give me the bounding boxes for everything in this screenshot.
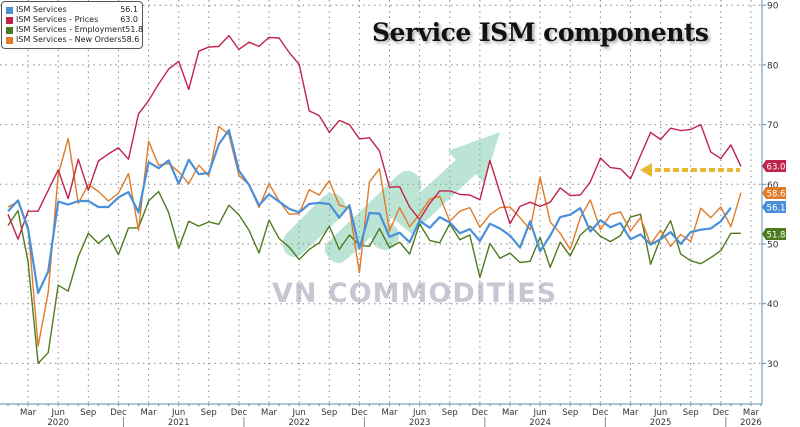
svg-text:Mar: Mar xyxy=(622,408,639,418)
svg-text:2025: 2025 xyxy=(650,418,672,427)
legend-swatch xyxy=(6,36,13,44)
legend-item-new-orders: ISM Services - New Orders 58.6 xyxy=(6,35,140,45)
series-line xyxy=(7,125,742,347)
legend-item-employment: ISM Services - Employment 51.8 xyxy=(6,25,143,35)
legend-item-ism-services: ISM Services 56.1 xyxy=(6,5,138,15)
legend-value: 63.0 xyxy=(120,15,138,24)
end-labels: 56.1 63.0 51.8 58.6 xyxy=(762,160,786,241)
legend-swatch xyxy=(6,6,13,14)
legend-item-prices: ISM Services - Prices 63.0 xyxy=(6,15,138,25)
legend-swatch xyxy=(6,26,13,34)
svg-text:Sep: Sep xyxy=(80,408,96,418)
svg-text:60: 60 xyxy=(767,181,779,191)
svg-text:Sep: Sep xyxy=(321,408,337,418)
grid-lines xyxy=(0,0,762,404)
legend-label: ISM Services xyxy=(16,5,67,14)
svg-text:51.8: 51.8 xyxy=(767,231,786,241)
legend-value: 58.6 xyxy=(121,35,140,44)
chart-title: Service ISM components xyxy=(372,18,709,47)
axes: 30 40 50 60 70 80 90 Mar Jun Sep Dec Mar Jun Sep Dec Ma… xyxy=(0,0,779,427)
legend-swatch xyxy=(6,16,13,24)
svg-text:90: 90 xyxy=(767,2,779,12)
svg-text:80: 80 xyxy=(767,61,779,71)
svg-text:Dec: Dec xyxy=(713,408,730,418)
legend-value: 56.1 xyxy=(120,5,138,14)
svg-text:2023: 2023 xyxy=(409,418,431,427)
watermark-arrow-logo xyxy=(282,132,500,263)
svg-text:Jun: Jun xyxy=(171,408,185,418)
svg-text:Mar: Mar xyxy=(743,408,760,418)
svg-text:58.6: 58.6 xyxy=(767,190,786,200)
svg-text:Dec: Dec xyxy=(592,408,609,418)
svg-text:50: 50 xyxy=(767,241,779,251)
svg-text:Sep: Sep xyxy=(683,408,699,418)
svg-text:Mar: Mar xyxy=(381,408,398,418)
legend-label: ISM Services - Employment xyxy=(16,25,126,34)
svg-text:Dec: Dec xyxy=(110,408,127,418)
legend-label: ISM Services - New Orders xyxy=(16,35,122,44)
series-line xyxy=(7,190,741,365)
svg-text:Jun: Jun xyxy=(51,408,65,418)
svg-text:Jun: Jun xyxy=(653,408,667,418)
svg-text:Mar: Mar xyxy=(141,408,158,418)
series-line xyxy=(7,34,742,240)
svg-text:Mar: Mar xyxy=(20,408,37,418)
svg-text:56.1: 56.1 xyxy=(767,204,786,214)
svg-text:Jun: Jun xyxy=(532,408,546,418)
legend-label: ISM Services - Prices xyxy=(16,15,99,24)
svg-text:2026: 2026 xyxy=(740,418,762,427)
svg-text:Dec: Dec xyxy=(231,408,248,418)
svg-text:Jun: Jun xyxy=(412,408,426,418)
svg-text:2024: 2024 xyxy=(529,418,551,427)
svg-text:Dec: Dec xyxy=(472,408,489,418)
series-lines xyxy=(7,34,742,365)
svg-text:Sep: Sep xyxy=(562,408,578,418)
legend-value: 51.8 xyxy=(125,25,144,34)
svg-text:Sep: Sep xyxy=(201,408,217,418)
svg-text:2021: 2021 xyxy=(168,418,190,427)
watermark-text: VN COMMODITIES xyxy=(272,278,558,309)
series-line xyxy=(7,128,732,295)
svg-text:Mar: Mar xyxy=(261,408,278,418)
svg-text:40: 40 xyxy=(767,300,779,310)
legend: ISM Services 56.1 ISM Services - Prices … xyxy=(1,1,143,49)
svg-text:2020: 2020 xyxy=(47,418,69,427)
svg-text:2022: 2022 xyxy=(288,418,310,427)
svg-text:Jun: Jun xyxy=(292,408,306,418)
svg-text:Mar: Mar xyxy=(502,408,519,418)
dashed-arrow-annotation xyxy=(640,163,740,177)
svg-text:Dec: Dec xyxy=(351,408,368,418)
svg-text:70: 70 xyxy=(767,121,779,131)
svg-text:Sep: Sep xyxy=(442,408,458,418)
svg-text:63.0: 63.0 xyxy=(767,163,786,173)
svg-text:30: 30 xyxy=(767,360,779,370)
